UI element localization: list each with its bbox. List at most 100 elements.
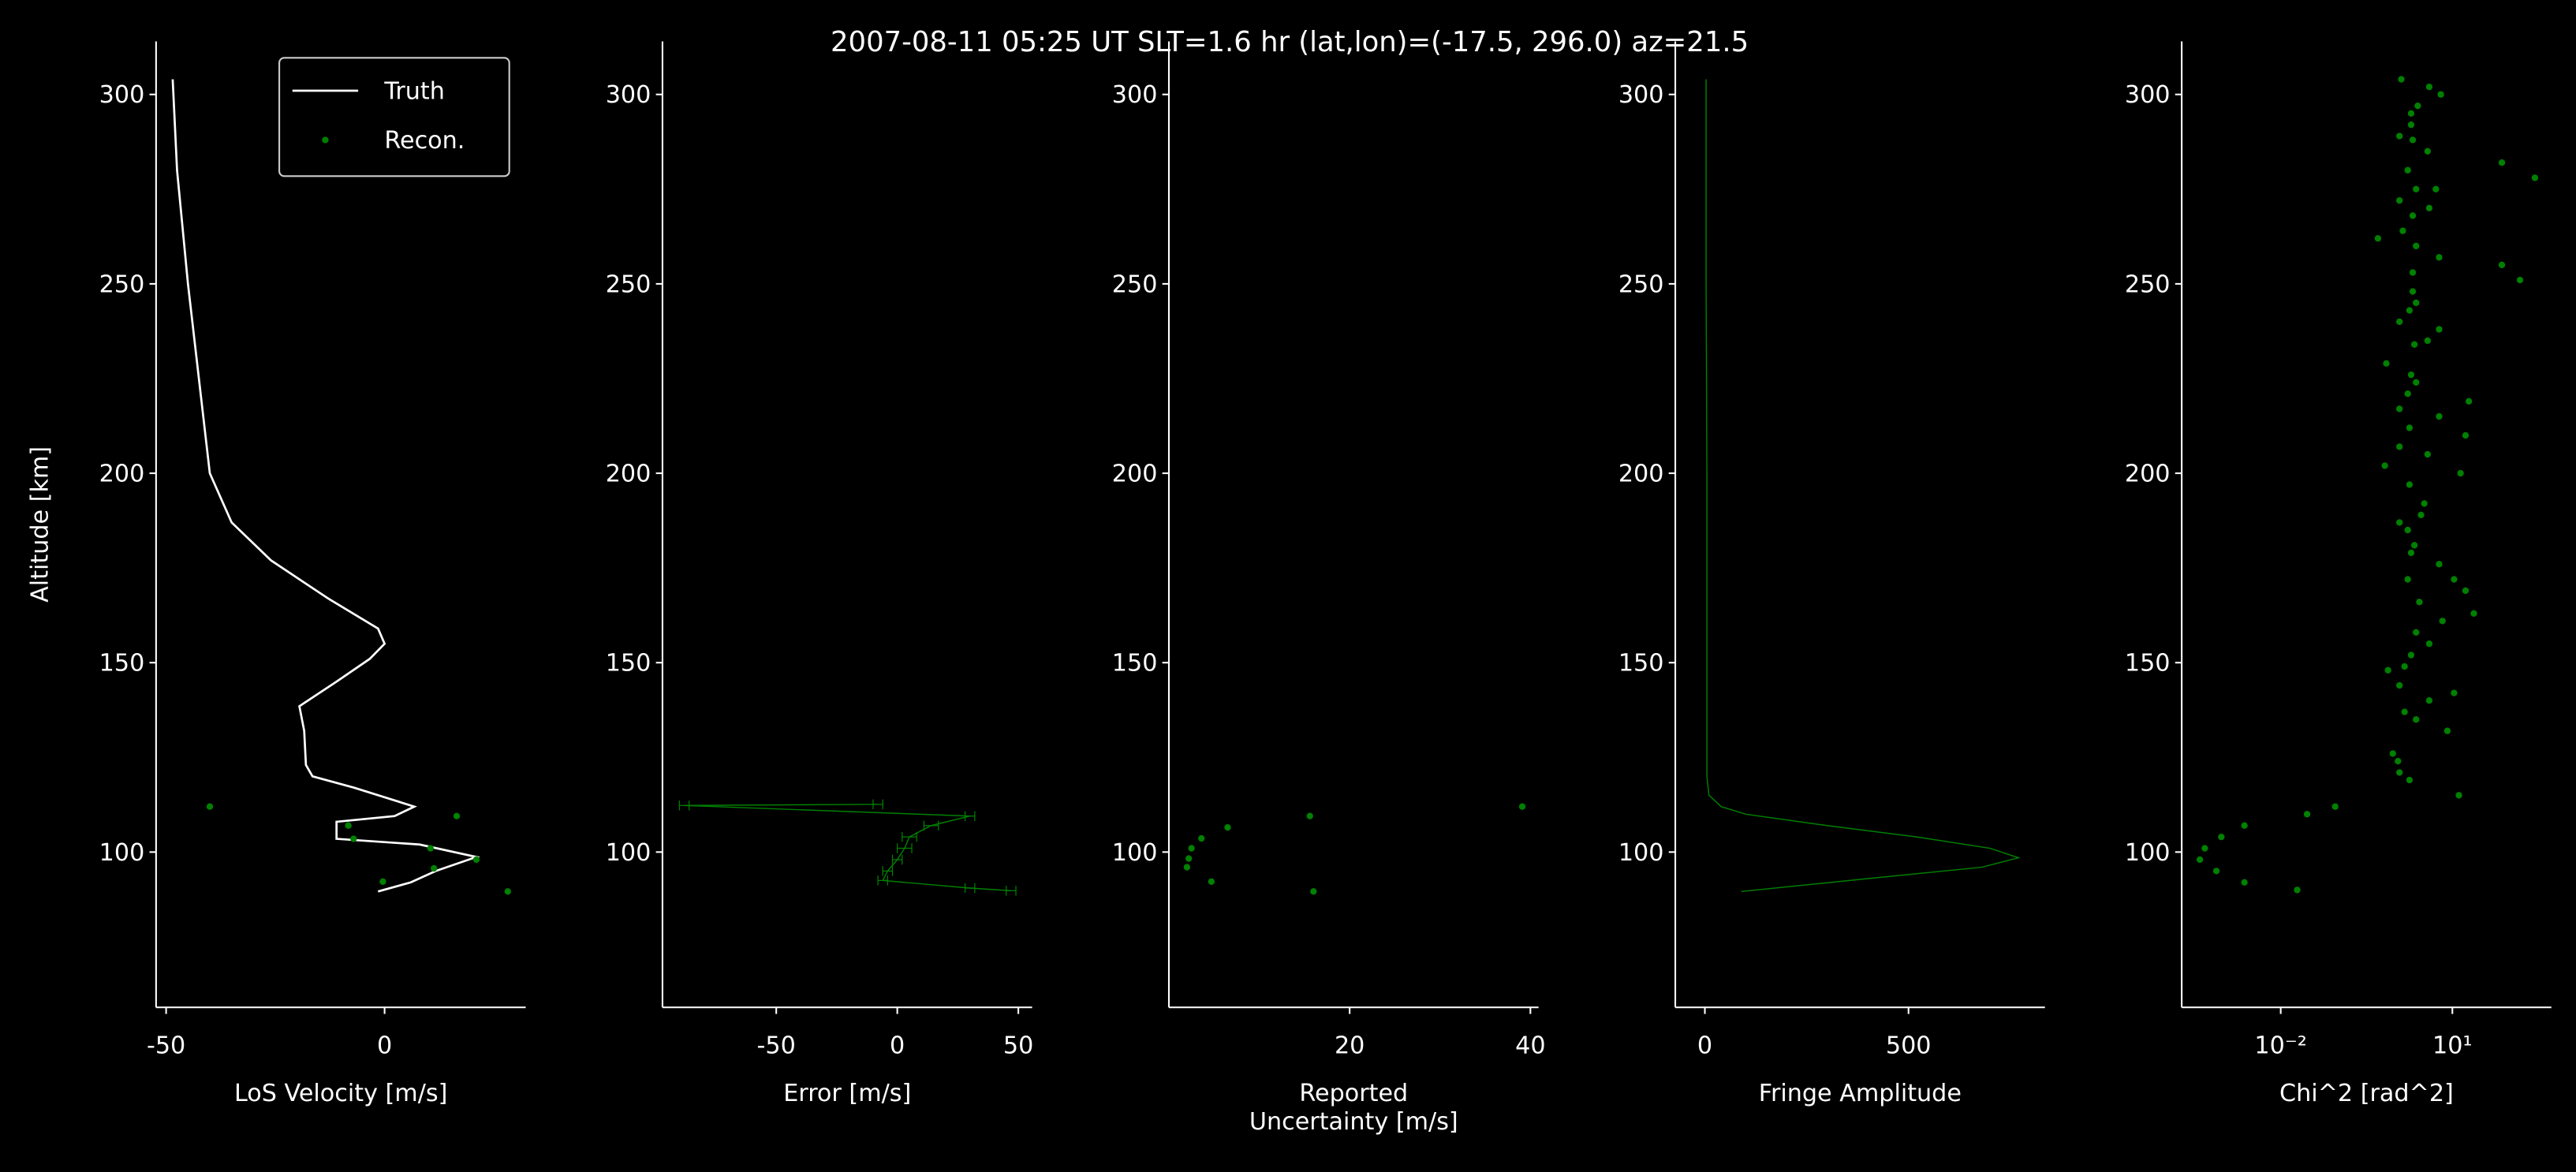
point [453, 812, 461, 819]
point [2516, 276, 2524, 284]
x-axis-label: Chi^2 [rad^2] [2279, 1080, 2454, 1107]
panel: 100 150 200 250 300 -50 0 LoS Velocity [m/s] Alt… [26, 41, 526, 1107]
point [2498, 159, 2506, 166]
point [2414, 103, 2421, 110]
y-tick-label: 100 [1618, 839, 1664, 867]
y-tick-label: 200 [606, 460, 651, 487]
point [2406, 776, 2414, 784]
point [2413, 185, 2420, 192]
x-axis-label: Fringe Amplitude [1759, 1080, 1962, 1107]
legend-swatch [322, 136, 329, 144]
point [206, 803, 214, 810]
point [2462, 431, 2470, 439]
legend: Truth Recon. [278, 57, 510, 177]
panel: 100 150 200 250 300 -50 0 50 Error [m/s] [606, 41, 1033, 1107]
point [2407, 371, 2415, 379]
error-bar [872, 799, 883, 810]
point [2409, 269, 2417, 276]
point [2196, 856, 2204, 864]
point [2303, 811, 2311, 818]
point [1188, 845, 1195, 852]
y-tick-label: 300 [1618, 81, 1664, 109]
x-tick-label: 0 [377, 1032, 392, 1060]
point [2424, 337, 2432, 345]
point [2425, 697, 2433, 704]
point [2443, 727, 2451, 734]
point [2424, 450, 2432, 458]
y-tick-label: 200 [1618, 460, 1664, 487]
x-tick-label: 20 [1335, 1032, 1365, 1060]
point [1310, 888, 1317, 895]
point [2451, 689, 2458, 696]
point [2436, 326, 2443, 333]
point [2457, 469, 2464, 477]
point [2374, 235, 2382, 242]
y-tick-label: 150 [99, 650, 145, 677]
point [2410, 542, 2418, 549]
point [2401, 708, 2408, 715]
point [2409, 136, 2417, 144]
point [2436, 254, 2443, 261]
point [2425, 204, 2433, 212]
point [1208, 878, 1215, 885]
y-tick-label: 300 [99, 81, 145, 109]
point [2436, 561, 2443, 568]
x-tick-label: 40 [1515, 1032, 1545, 1060]
point [2396, 769, 2403, 776]
point [2294, 886, 2301, 894]
point [2407, 110, 2415, 117]
y-tick-label: 100 [2125, 839, 2171, 867]
point [2432, 185, 2440, 192]
legend-label: Truth [383, 77, 445, 105]
y-tick-label: 250 [1618, 271, 1664, 298]
point [2396, 681, 2403, 689]
point [2436, 412, 2443, 420]
point [1518, 803, 1526, 810]
point [2421, 500, 2428, 507]
point [2218, 833, 2225, 841]
y-tick-label: 200 [1112, 460, 1158, 487]
y-tick-label: 250 [2125, 271, 2171, 298]
error-bar [897, 843, 913, 853]
point [2406, 307, 2414, 314]
point [1185, 855, 1193, 862]
point [2395, 757, 2402, 765]
y-tick-label: 150 [1618, 650, 1664, 677]
y-tick-label: 250 [99, 271, 145, 298]
point [2498, 261, 2506, 269]
point [2416, 599, 2423, 606]
point [472, 856, 480, 864]
error-bar [891, 854, 903, 865]
y-tick-label: 100 [1112, 839, 1158, 867]
point [2396, 133, 2403, 140]
point [2439, 618, 2446, 625]
point [2396, 519, 2403, 526]
point [1198, 834, 1205, 842]
error-bar [964, 811, 976, 821]
y-tick-label: 150 [1112, 650, 1158, 677]
point [2212, 868, 2220, 875]
x-tick-label: 10¹ [2432, 1032, 2473, 1060]
point [2462, 587, 2470, 595]
x-axis-label: LoS Velocity [m/s] [234, 1080, 447, 1107]
line [171, 79, 480, 893]
point [2241, 879, 2248, 886]
point [2396, 318, 2403, 326]
point [379, 878, 386, 885]
point [2404, 390, 2411, 398]
point [2455, 792, 2462, 799]
x-tick-label: -50 [147, 1032, 185, 1060]
point [345, 822, 352, 829]
error-bar [877, 875, 888, 886]
point [2451, 576, 2458, 583]
point [2409, 212, 2417, 219]
y-tick-label: 100 [99, 839, 145, 867]
point [1183, 864, 1191, 871]
error-bar [882, 866, 894, 876]
y-tick-label: 250 [606, 271, 651, 298]
error-bar [678, 801, 690, 811]
legend-label: Recon. [384, 127, 465, 155]
panel: 100 150 200 250 300 10⁻² 10¹ Chi^2 [rad^2] [2125, 41, 2552, 1107]
point [2410, 341, 2418, 348]
